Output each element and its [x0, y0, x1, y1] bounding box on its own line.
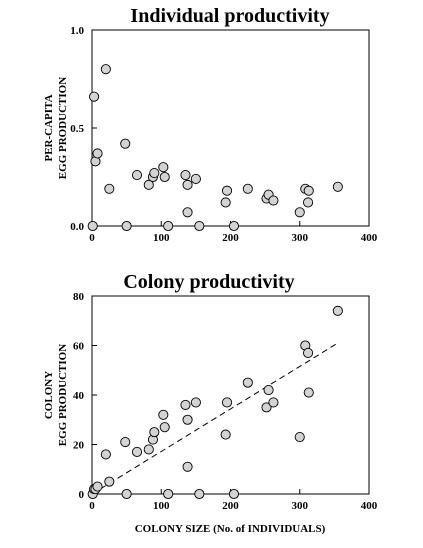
data-point [121, 488, 132, 500]
data-point [100, 449, 111, 460]
data-point [182, 414, 193, 425]
x-tick-label: 400 [361, 500, 378, 512]
data-point [242, 377, 253, 388]
data-point [190, 173, 201, 185]
x-tick-label: 0 [89, 232, 95, 244]
data-point [149, 168, 160, 179]
data-point [158, 409, 169, 420]
data-point [242, 183, 253, 194]
y-axis-label-line-1: COLONY [43, 371, 55, 419]
data-point [228, 488, 240, 500]
x-tick-label: 200 [222, 500, 239, 512]
data-point [194, 488, 205, 500]
x-tick-label: 400 [361, 232, 378, 244]
data-point [159, 171, 170, 183]
data-point [228, 220, 240, 232]
data-points [87, 305, 343, 500]
data-point [92, 481, 103, 492]
y-tick-label: 20 [73, 440, 85, 452]
chart-colony-productivity: Colony productivity COLONY EGG PRODUCTIO… [43, 271, 378, 535]
data-points [87, 64, 343, 232]
data-point [163, 220, 174, 232]
y-axis-label-line-2: EGG PRODUCTION [57, 77, 69, 179]
x-tick-label: 0 [89, 500, 95, 512]
data-point [104, 183, 115, 194]
data-point [294, 207, 305, 218]
x-tick-label: 100 [153, 232, 170, 244]
data-point [332, 305, 343, 316]
data-point [220, 197, 231, 208]
data-point [182, 461, 193, 472]
data-point [104, 476, 115, 487]
data-point [180, 169, 191, 181]
data-point [163, 488, 174, 500]
data-point [261, 402, 272, 413]
data-point [303, 197, 314, 208]
data-point [303, 387, 314, 398]
x-axis-label: COLONY SIZE (No. of INDIVIDUALS) [135, 523, 326, 535]
chart-title: Individual productivity [130, 5, 329, 27]
data-point [221, 185, 233, 196]
data-point [294, 432, 305, 443]
y-tick-label: 60 [73, 341, 85, 353]
y-axis-label-line-2: EGG PRODUCTION [57, 344, 69, 446]
chart-title: Colony productivity [123, 271, 294, 293]
data-point [220, 429, 231, 440]
y-tick-label: 40 [73, 390, 85, 402]
data-point [332, 181, 343, 192]
data-point [194, 220, 205, 232]
trend-line [91, 342, 339, 495]
x-tick-label: 100 [153, 500, 170, 512]
plot-frame [91, 29, 370, 227]
data-point [268, 195, 279, 206]
y-axis-label: PER-CAPITA EGG PRODUCTION [43, 77, 69, 179]
axis-ticks: 0 100 200 300 400 0.0 0.5 1.0 [70, 25, 378, 244]
data-point [190, 397, 201, 408]
data-point [131, 446, 143, 457]
data-point [268, 397, 279, 408]
data-point [143, 179, 154, 190]
data-point [131, 169, 143, 181]
x-tick-label: 300 [292, 500, 309, 512]
y-tick-label: 0 [79, 489, 85, 501]
data-point [182, 207, 193, 218]
y-axis-label: COLONY EGG PRODUCTION [43, 344, 69, 446]
plot-frame [91, 295, 370, 495]
data-point [92, 148, 103, 159]
data-point [87, 220, 98, 232]
data-point [100, 64, 111, 75]
data-point [303, 185, 314, 196]
data-point [121, 220, 132, 232]
x-tick-label: 200 [222, 232, 239, 244]
data-point [120, 138, 131, 149]
y-tick-label: 0.5 [70, 123, 84, 135]
chart-individual-productivity: Individual productivity PER-CAPITA EGG P… [43, 5, 378, 244]
y-tick-label: 0.0 [70, 221, 84, 233]
data-point [158, 162, 169, 173]
data-point [303, 347, 314, 358]
data-point [180, 399, 191, 410]
y-axis-label-line-1: PER-CAPITA [43, 94, 55, 161]
data-point [221, 397, 233, 408]
y-tick-label: 80 [73, 291, 85, 303]
y-tick-label: 1.0 [70, 25, 84, 37]
data-point [89, 91, 100, 102]
x-tick-label: 300 [292, 232, 309, 244]
data-point [263, 384, 274, 396]
data-point [143, 444, 154, 455]
data-point [149, 427, 160, 438]
data-point [159, 422, 170, 433]
data-point [182, 179, 193, 190]
data-point [120, 436, 131, 448]
